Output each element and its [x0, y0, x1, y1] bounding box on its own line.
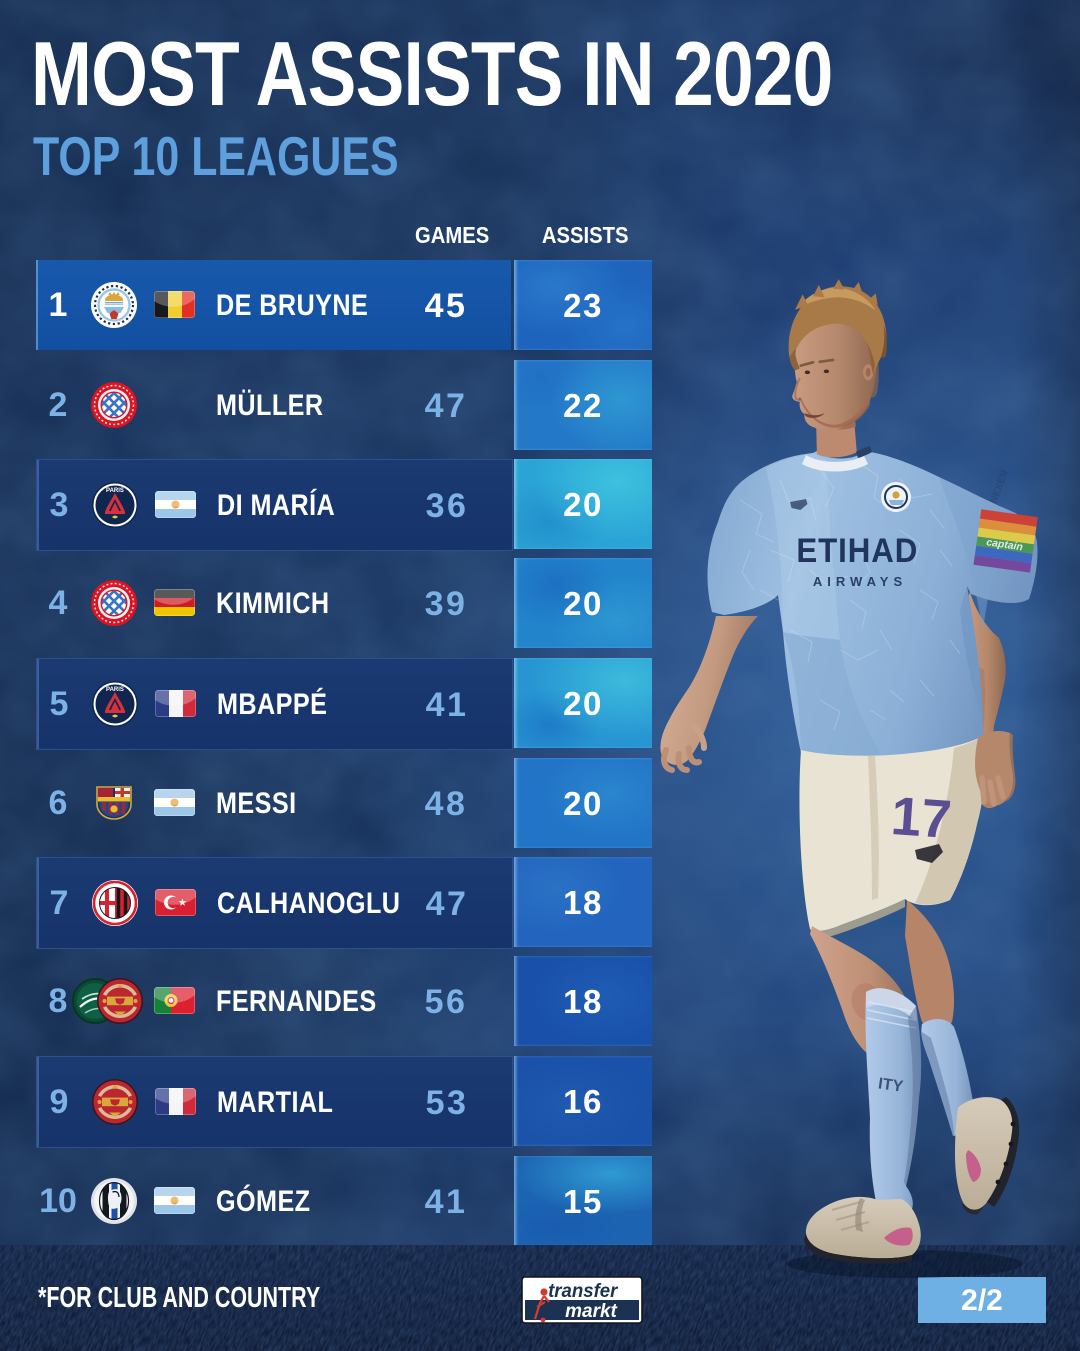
svg-text:transfer: transfer [548, 1280, 619, 1301]
svg-text:AIRWAYS: AIRWAYS [813, 574, 907, 589]
svg-text:markt: markt [565, 1301, 617, 1322]
svg-text:ETIHAD: ETIHAD [796, 531, 918, 570]
svg-text:PARIS: PARIS [106, 687, 124, 693]
svg-text:ITY: ITY [877, 1075, 904, 1095]
svg-text:NEXEN: NEXEN [988, 469, 1010, 505]
svg-text:17: 17 [889, 786, 953, 850]
svg-text:PARIS: PARIS [106, 488, 124, 494]
svg-text:captain: captain [986, 536, 1024, 553]
